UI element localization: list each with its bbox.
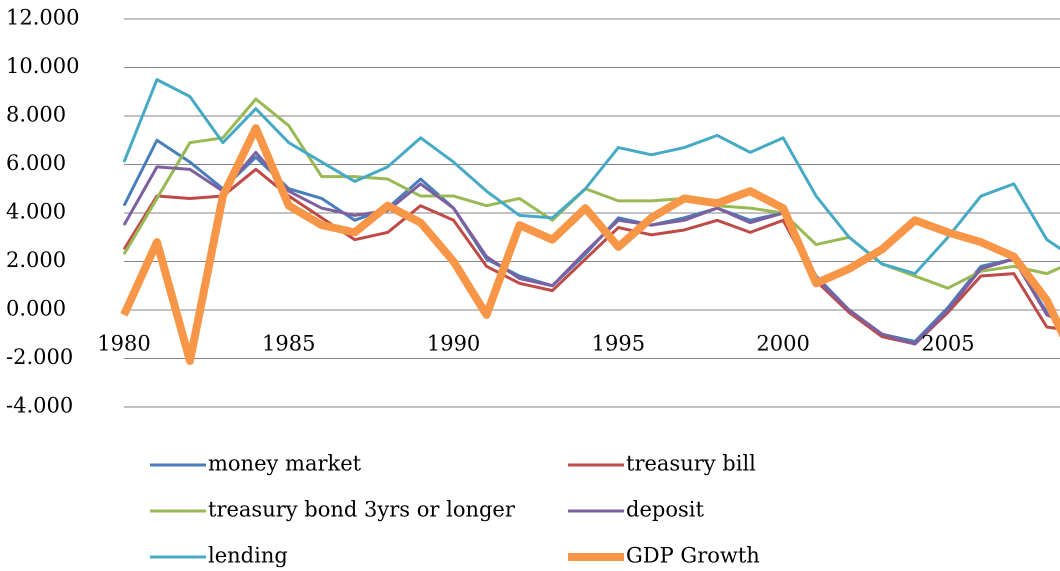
y-tick-label: 12.000: [6, 6, 79, 30]
legend-label: GDP Growth: [626, 544, 760, 568]
y-tick-label: 6.000: [6, 151, 66, 175]
x-tick-label: 1985: [262, 332, 315, 356]
y-tick-label: 4.000: [6, 200, 66, 224]
x-tick-label: 1995: [592, 332, 645, 356]
x-tick-label: 2000: [756, 332, 809, 356]
legend-label: treasury bond 3yrs or longer: [208, 498, 516, 522]
y-tick-label: -2.000: [6, 345, 73, 369]
x-tick-label: 1990: [427, 332, 480, 356]
y-tick-label: 0.000: [6, 297, 66, 321]
legend-label: lending: [208, 544, 288, 568]
legend: money market treasury bill treasury bond 3…: [150, 452, 760, 568]
series-line: [122, 78, 1060, 276]
y-tick-label: -4.000: [6, 394, 73, 418]
series-line: [122, 97, 1060, 290]
x-tick-label: 1980: [97, 332, 150, 356]
series-line: [120, 124, 1060, 365]
legend-label: money market: [208, 452, 362, 476]
y-tick-label: 8.000: [6, 103, 66, 127]
labels: -4.000 -2.000 0.000 2.000 4.000 6.000 8.000 10.…: [6, 6, 975, 418]
y-tick-label: 2.000: [6, 248, 66, 272]
series-line: [122, 167, 1060, 346]
legend-label: deposit: [626, 498, 704, 522]
series-line: [122, 138, 1060, 344]
y-tick-label: 10.000: [6, 54, 79, 78]
x-tick-label: 2005: [921, 332, 974, 356]
legend-label: treasury bill: [626, 452, 756, 476]
plot-area: [120, 78, 1060, 365]
